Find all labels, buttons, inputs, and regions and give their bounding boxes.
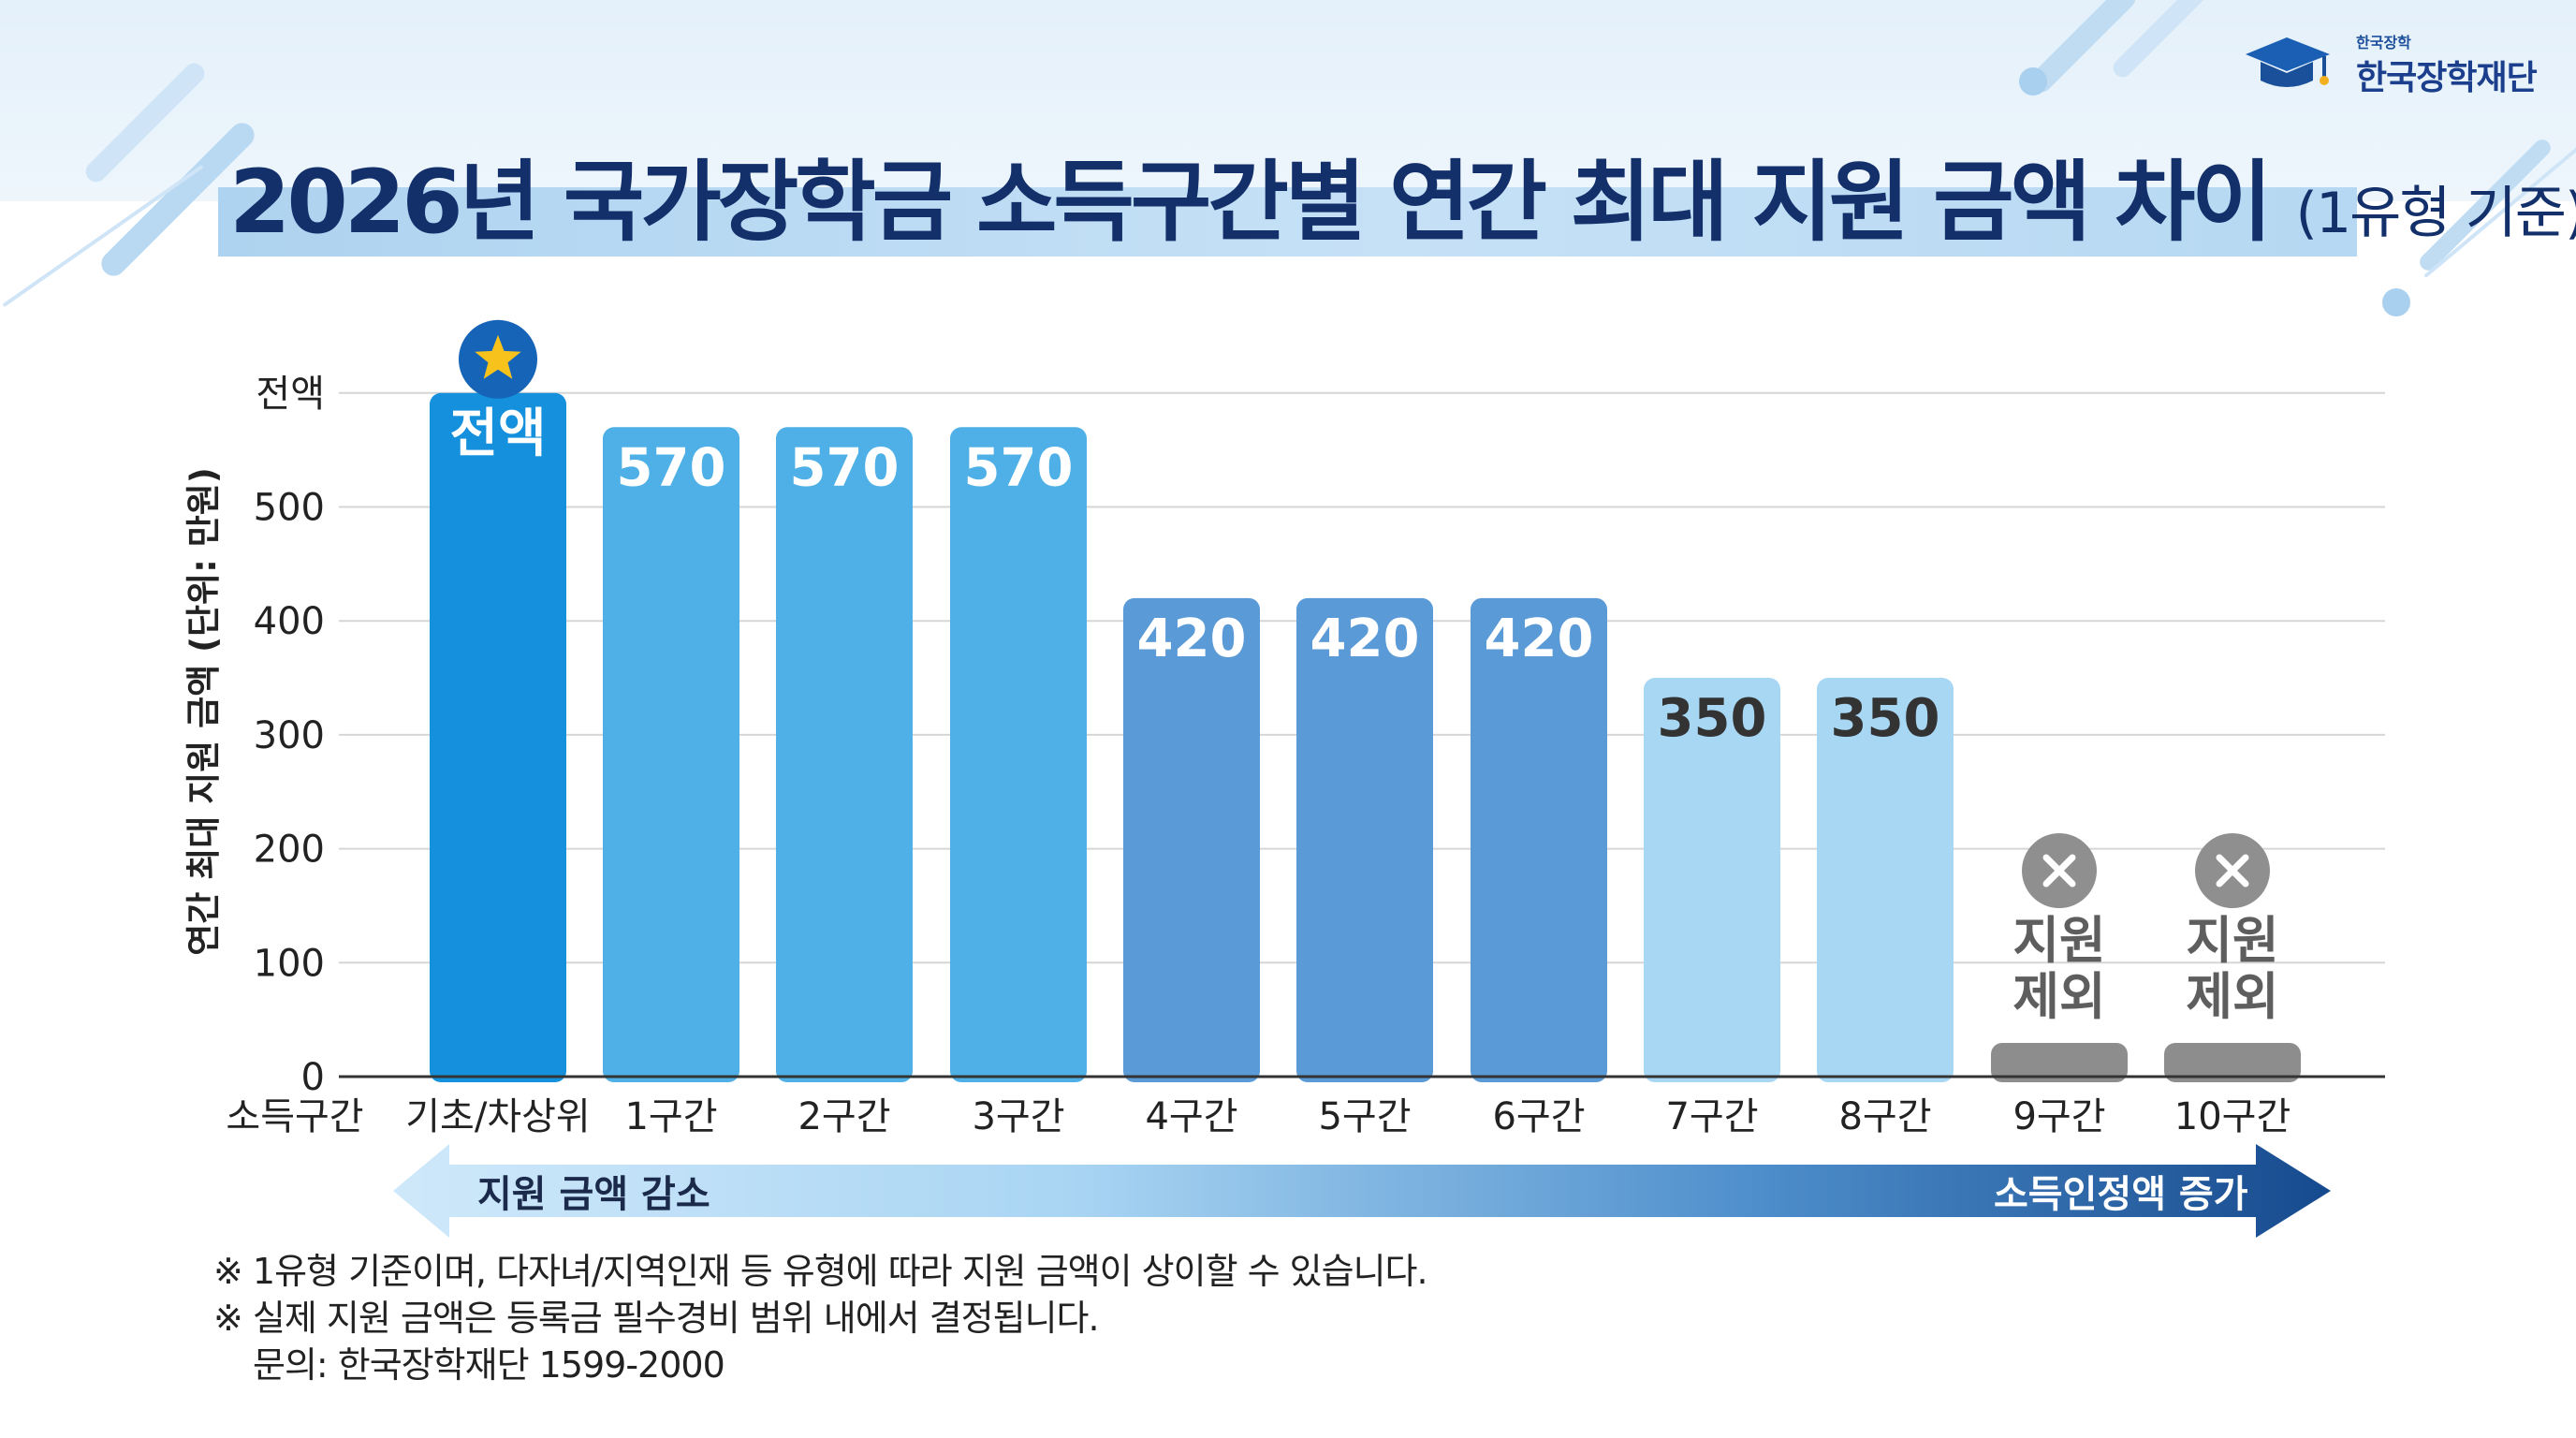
x-tick-label: 8구간 (1838, 1095, 1931, 1138)
data-label: 570 (964, 437, 1074, 498)
x-icon-stroke (2216, 854, 2249, 888)
y-tick-label: 전액 (256, 373, 325, 416)
footnote-2: ※ 실제 지원 금액은 등록금 필수경비 범위 내에서 결정됩니다. (213, 1298, 1100, 1339)
x-axis-title: 소득구간 (226, 1095, 363, 1138)
title-highlight (218, 187, 2357, 257)
logo-text: 한국장학재단 (2356, 59, 2538, 97)
y-tick-label: 100 (254, 942, 325, 985)
contact-info: 문의: 한국장학재단 1599-2000 (253, 1344, 725, 1386)
data-label: 지원 (2012, 911, 2105, 970)
bar (430, 392, 566, 1082)
bar (1123, 597, 1260, 1082)
x-tick-label: 2구간 (798, 1095, 890, 1138)
bar (2164, 1043, 2301, 1082)
graduation-cap-icon (2246, 37, 2330, 87)
y-tick-label: 500 (254, 487, 325, 530)
data-label: 제외 (2186, 967, 2278, 1026)
data-label: 제외 (2012, 967, 2105, 1026)
footnote-1: ※ 1유형 기준이며, 다자녀/지역인재 등 유형에 따라 지원 금액이 상이할… (213, 1251, 1428, 1292)
data-label: 570 (790, 437, 900, 498)
x-tick-label: 10구간 (2174, 1095, 2291, 1138)
income-direction-arrow (393, 1144, 2331, 1238)
y-tick-label: 0 (301, 1056, 325, 1099)
y-tick-label: 400 (254, 600, 325, 643)
x-tick-label: 기초/차상위 (405, 1095, 590, 1138)
x-tick-label: 1구간 (624, 1095, 717, 1138)
x-tick-label: 3구간 (972, 1095, 1064, 1138)
data-label: 지원 (2186, 911, 2278, 970)
data-label: 전액 (449, 404, 546, 464)
y-axis-label: 연간 최대 지원 금액 (단위: 만원) (183, 467, 224, 956)
data-label: 350 (1831, 688, 1940, 749)
y-tick-label: 200 (254, 829, 325, 872)
page-title: 2026년 국가장학금 소득구간별 연간 최대 지원 금액 차이 (1유형 기준… (229, 131, 2576, 258)
bar (603, 427, 739, 1082)
bar (1471, 597, 1607, 1082)
x-tick-label: 4구간 (1145, 1095, 1237, 1138)
star-icon (475, 334, 521, 379)
title-main: 2026년 국가장학금 소득구간별 연간 최대 지원 금액 차이 (229, 152, 2273, 254)
decoration-dot (2019, 67, 2047, 95)
x-tick-label: 6구간 (1492, 1095, 1585, 1138)
title-subtitle: (1유형 기준) (2295, 181, 2576, 246)
logo: 한국장학 한국장학재단 (2242, 30, 2541, 97)
data-label: 570 (617, 437, 726, 498)
x-tick-label: 9구간 (2012, 1095, 2105, 1138)
bar (1991, 1043, 2128, 1082)
data-label: 420 (1310, 609, 1420, 669)
bar (950, 427, 1087, 1082)
bar (1644, 678, 1780, 1082)
x-tick-label: 5구간 (1318, 1095, 1411, 1138)
x-tick-label: 7구간 (1665, 1095, 1758, 1138)
x-icon-stroke (2042, 854, 2076, 888)
data-label: 350 (1658, 688, 1767, 749)
arrow-left-label: 지원 금액 감소 (477, 1173, 710, 1216)
footnotes: ※ 1유형 기준이며, 다자녀/지역인재 등 유형에 따라 지원 금액이 상이할… (213, 1248, 1428, 1388)
bar (1296, 597, 1433, 1082)
bar (776, 427, 913, 1082)
decoration-dot (2382, 288, 2410, 316)
bar (1817, 678, 1954, 1082)
y-tick-label: 300 (254, 714, 325, 757)
data-label: 420 (1137, 609, 1247, 669)
logo-small-text: 한국장학 (2356, 34, 2411, 51)
data-label: 420 (1485, 609, 1594, 669)
arrow-right-label: 소득인정액 증가 (1994, 1173, 2248, 1216)
